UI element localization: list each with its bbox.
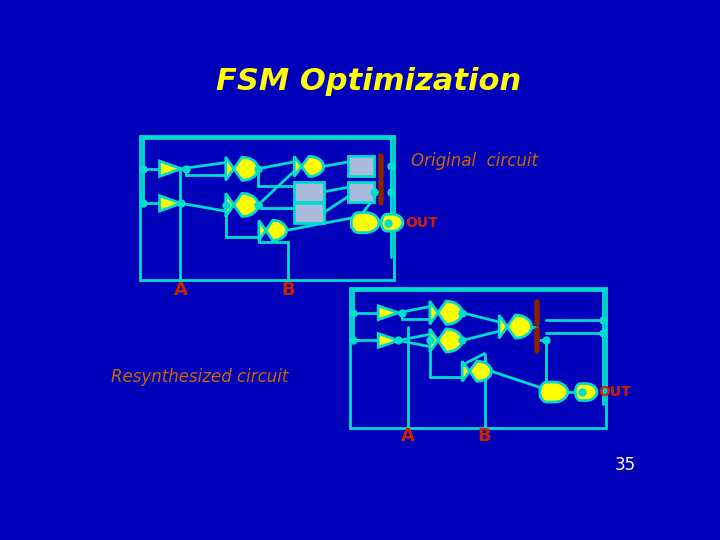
Bar (348, 182, 374, 202)
Text: OUT: OUT (598, 385, 631, 399)
Polygon shape (351, 213, 379, 233)
Polygon shape (575, 383, 597, 401)
Polygon shape (499, 315, 531, 338)
Polygon shape (540, 382, 567, 402)
Polygon shape (382, 214, 403, 231)
Polygon shape (294, 157, 323, 177)
Polygon shape (430, 329, 462, 352)
Bar (350, 288, 606, 428)
Bar (140, 136, 394, 280)
Bar (294, 182, 323, 202)
Text: OUT: OUT (405, 215, 438, 230)
Text: Resynthesized circuit: Resynthesized circuit (111, 368, 289, 386)
Text: FSM Optimization: FSM Optimization (217, 68, 521, 96)
Text: Original  circuit: Original circuit (411, 152, 539, 170)
Polygon shape (226, 193, 258, 217)
Polygon shape (259, 220, 287, 240)
Polygon shape (378, 306, 398, 320)
Text: A: A (400, 427, 415, 445)
Polygon shape (160, 161, 181, 177)
Bar (294, 202, 323, 222)
Text: B: B (282, 281, 295, 299)
Polygon shape (462, 361, 492, 381)
Polygon shape (226, 157, 258, 180)
Polygon shape (378, 334, 398, 347)
Text: A: A (174, 281, 187, 299)
Bar (348, 157, 374, 177)
Text: 35: 35 (615, 456, 636, 474)
Polygon shape (160, 195, 181, 211)
Polygon shape (430, 301, 462, 325)
Text: B: B (477, 427, 491, 445)
